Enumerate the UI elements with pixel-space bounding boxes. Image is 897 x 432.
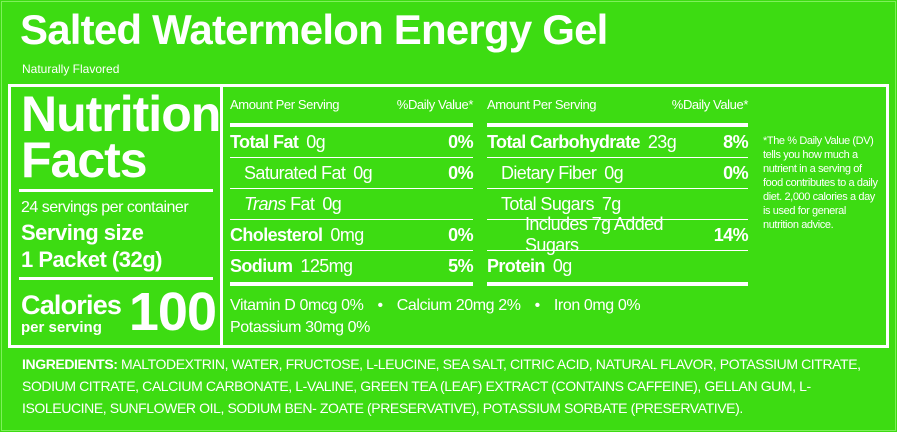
nutrient-label: Saturated Fat [244, 162, 346, 183]
micronutrients-line: Vitamin D 0mcg 0% • Calcium 20mg 2% • Ir… [230, 297, 641, 315]
nutrient-row: Includes 7g Added Sugars 14% [487, 214, 749, 255]
nutrient-amount: 7g [601, 193, 621, 214]
nutrient-dv: 0% [723, 162, 748, 183]
nutrient-dv: 5% [448, 256, 473, 276]
bullet: • [534, 297, 541, 314]
nutrient-row: Total Fat 0g 0% [230, 127, 474, 158]
nutrient-row: Saturated Fat 0g 0% [230, 158, 474, 189]
nutrient-row: Total Carbohydrate 23g 8% [487, 127, 749, 158]
nutrient-amount: 0g [353, 162, 373, 183]
nutrient-label: Trans Fat [244, 193, 315, 215]
nutrient-dv: 14% [713, 224, 749, 245]
ingredients-text: MALTODEXTRIN, WATER, FRUCTOSE, L-LEUCINE… [22, 356, 861, 416]
header-dv: %Daily Value* [396, 97, 474, 112]
facts-heading: Nutrition [21, 86, 221, 142]
nutrient-amount: 0g [552, 256, 572, 276]
divider [230, 282, 473, 286]
divider [19, 277, 213, 280]
nutrient-row: Trans Fat 0g [230, 189, 473, 220]
nutrient-amount: 0mg [330, 224, 364, 245]
bullet: • [377, 297, 383, 314]
nutrient-label: Includes 7g Added Sugars [525, 214, 664, 255]
calories-value: 100 [128, 282, 217, 342]
nutrient-label: Protein [487, 256, 545, 276]
nutrient-amount: 23g [647, 131, 677, 152]
nutrient-row: Dietary Fiber 0g 0% [487, 158, 749, 189]
nutrient-label: Total Sugars [501, 193, 594, 214]
nutrient-row: Total Sugars 7g [487, 189, 748, 220]
nutrient-amount: 0g [322, 193, 342, 214]
nutrient-label-italic: Trans [244, 193, 286, 214]
header-dv: %Daily Value* [671, 97, 749, 112]
nutrient-amount: 0g [604, 162, 624, 183]
nutrient-amount: 0g [306, 131, 326, 152]
divider [487, 123, 748, 127]
nutrient-label-text: Fat [290, 193, 315, 214]
nutrient-dv: 0% [448, 224, 473, 245]
nutrient-dv: 0% [448, 162, 473, 183]
micronutrient: Vitamin D 0mcg 0% [230, 297, 364, 314]
nutrient-table: Amount Per Serving %Daily Value* Total Fat… [230, 87, 474, 287]
nutrient-row: Protein 0g [487, 251, 748, 282]
nutrient-table: Amount Per Serving %Daily Value* Total Car… [487, 87, 749, 287]
nutrient-label: Sodium [230, 256, 293, 276]
footnote: *The % Daily Value (DV) tells you how mu… [763, 135, 878, 231]
micronutrient: Iron 0mg 0% [553, 297, 641, 314]
nutrient-row: Cholesterol 0mg 0% [230, 220, 474, 251]
micronutrient: Calcium 20mg 2% [396, 297, 521, 314]
servings: 24 servings per container [21, 199, 189, 216]
micronutrient: Potassium 30mg 0% [230, 319, 370, 336]
ingredients: INGREDIENTS: MALTODEXTRIN, WATER, FRUCTO… [22, 353, 884, 419]
nutrient-label: Total Fat [230, 131, 299, 152]
subtitle: Naturally Flavored [22, 62, 120, 76]
nutrient-label: Dietary Fiber [501, 162, 597, 183]
divider [230, 123, 473, 127]
facts-heading: Facts [21, 132, 148, 188]
divider [19, 189, 213, 192]
nutrient-dv: 0% [448, 131, 473, 152]
divider [487, 282, 748, 286]
nutrition-box: Nutrition Facts 24 servings per containe… [8, 84, 889, 348]
nutrient-amount: 125mg [300, 256, 353, 276]
facts-panel: Nutrition Facts 24 servings per containe… [11, 87, 223, 345]
calories-label: Calories [21, 290, 122, 320]
ingredients-label: INGREDIENTS: [22, 356, 118, 372]
header-amount: Amount Per Serving [487, 97, 597, 112]
nutrient-label: Cholesterol [230, 224, 323, 245]
calories-sub: per serving [21, 319, 102, 336]
nutrient-label: Total Carbohydrate [487, 131, 640, 152]
serving-size: 1 Packet (32g) [21, 247, 162, 272]
product-title: Salted Watermelon Energy Gel [20, 6, 608, 53]
nutrient-dv: 8% [723, 131, 748, 152]
header-amount: Amount Per Serving [230, 97, 340, 112]
serving-size-label: Serving size [21, 220, 144, 245]
nutrient-row: Sodium 125mg 5% [230, 251, 474, 282]
